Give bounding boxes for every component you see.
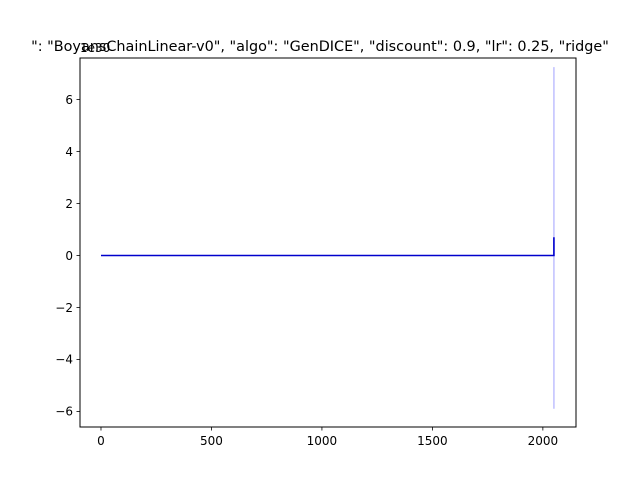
x-tick-label: 1500: [417, 434, 448, 448]
y-offset-label: 1e30: [80, 41, 110, 55]
y-tick-label: 0: [65, 249, 73, 263]
x-tick-label: 500: [200, 434, 223, 448]
y-axis: −6 −4 −2 0 2 4 6: [55, 93, 80, 419]
plot-frame: [79, 57, 577, 428]
plot-series: [100, 67, 555, 409]
y-tick-label: −6: [55, 405, 73, 419]
x-axis: 0 500 1000 1500 2000: [97, 427, 558, 448]
y-tick-label: −2: [55, 301, 73, 315]
y-tick-label: 4: [65, 145, 73, 159]
y-tick-label: 2: [65, 197, 73, 211]
x-tick-label: 1000: [307, 434, 338, 448]
chart-title: ": "BoyansChainLinear-v0", "algo": "GenD…: [31, 39, 609, 55]
y-tick-label: −4: [55, 353, 73, 367]
x-tick-label: 2000: [528, 434, 559, 448]
y-tick-label: 6: [65, 93, 73, 107]
x-tick-label: 0: [97, 434, 105, 448]
series-mean-line: [100, 237, 555, 257]
